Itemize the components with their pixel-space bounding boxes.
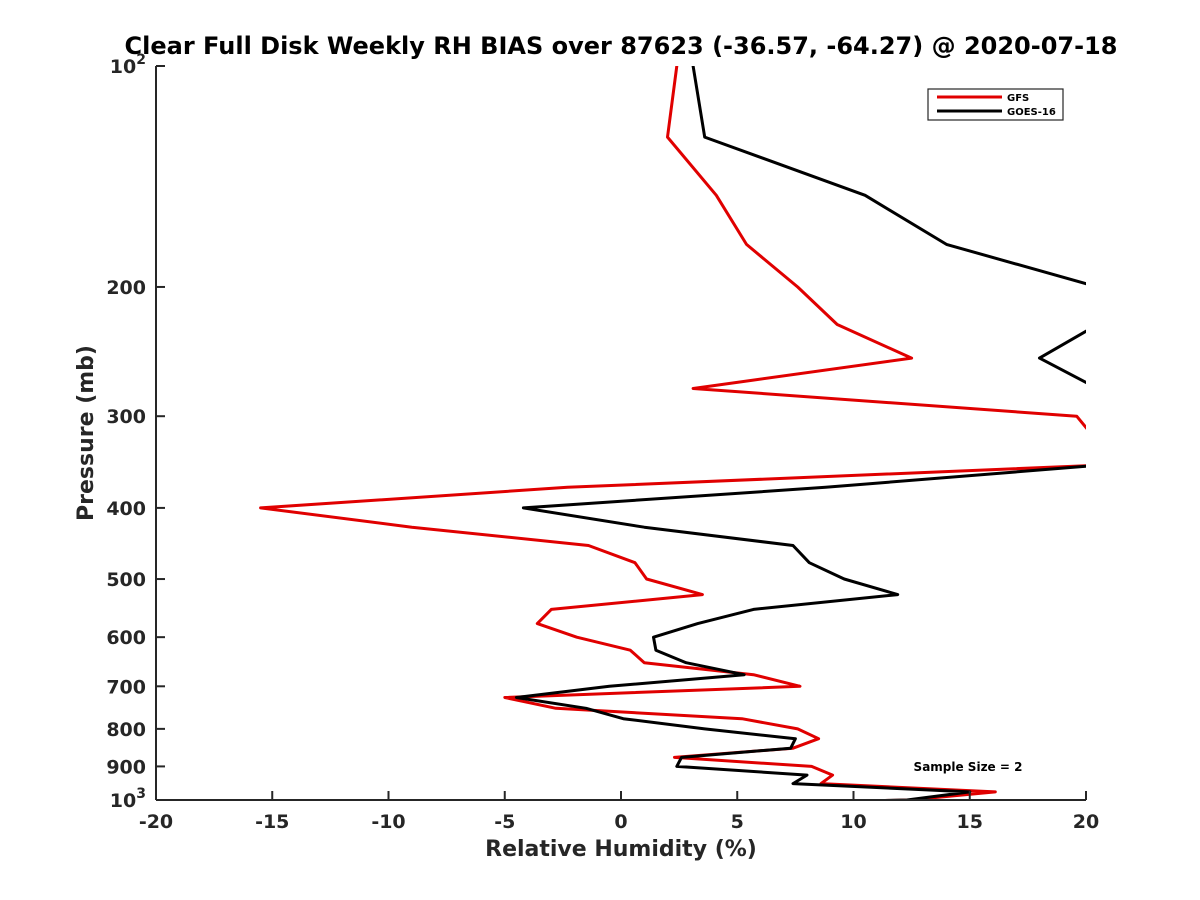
- x-tick-label: -15: [255, 811, 289, 833]
- x-tick-label: -10: [371, 811, 405, 833]
- y-tick-label: 200: [106, 277, 146, 299]
- x-axis-label: Relative Humidity (%): [485, 837, 757, 862]
- sample-size-annotation: Sample Size = 2: [914, 760, 1023, 774]
- y-tick-label: 400: [106, 498, 146, 520]
- y-tick-label: 300: [106, 406, 146, 428]
- series-layer: [259, 66, 1086, 800]
- y-tick-label: 102: [110, 52, 146, 78]
- x-tick-label: 0: [614, 811, 627, 833]
- series-line-goes-16: [514, 66, 1086, 800]
- x-ticks: -20 -15 -10 -5 0 5 10 15 20: [139, 791, 1099, 833]
- y-tick-label: 500: [106, 569, 146, 591]
- x-tick-label: 10: [840, 811, 866, 833]
- legend-label-goes-16: GOES-16: [1007, 107, 1056, 118]
- y-tick-label: 900: [106, 756, 146, 778]
- x-tick-label: -5: [494, 811, 515, 833]
- y-ticks: 102 200 300 400 500 600 700 800 900 103: [106, 52, 165, 812]
- x-tick-label: 15: [957, 811, 983, 833]
- series-line-gfs: [259, 66, 1086, 800]
- y-axis-label: Pressure (mb): [74, 345, 99, 521]
- y-tick-label: 800: [106, 719, 146, 741]
- legend-label-gfs: GFS: [1007, 93, 1029, 104]
- legend-box: [927, 88, 1064, 121]
- legend: GFS GOES-16: [927, 88, 1064, 121]
- y-tick-label: 700: [106, 676, 146, 698]
- y-tick-label: 103: [110, 786, 146, 812]
- plot-area: -20 -15 -10 -5 0 5 10 15 20 102 200 300 400 500 600 70…: [106, 52, 1099, 833]
- chart-title: Clear Full Disk Weekly RH BIAS over 8762…: [125, 32, 1118, 60]
- y-tick-label: 600: [106, 627, 146, 649]
- x-tick-label: 20: [1073, 811, 1099, 833]
- x-tick-label: 5: [731, 811, 744, 833]
- x-tick-label: -20: [139, 811, 173, 833]
